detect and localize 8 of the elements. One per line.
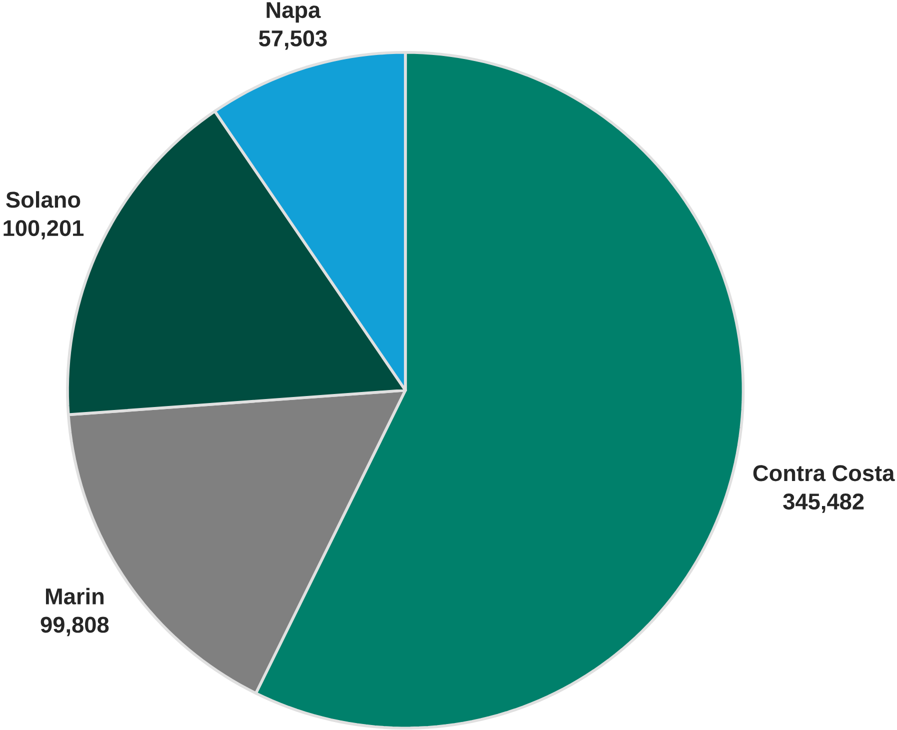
data-label: 99,808 (40, 617, 109, 636)
slice-label: Marin (46, 588, 104, 605)
data-label: 345,482 (783, 494, 864, 514)
slice-label: Napa (266, 2, 321, 23)
data-label: 100,201 (4, 220, 84, 240)
slice-label: Contra Costa (753, 465, 895, 482)
data-label: 57,503 (258, 30, 327, 50)
slice-label: Solano (6, 191, 80, 208)
